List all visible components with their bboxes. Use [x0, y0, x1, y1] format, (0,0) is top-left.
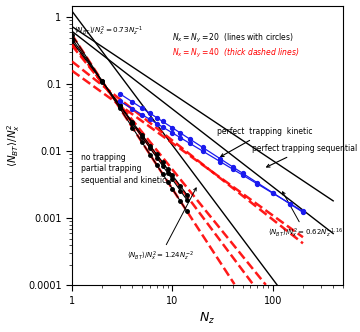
Text: $\langle N_{BT}\rangle / N_x^2 = 0.62 N_z^{-1.16}$: $\langle N_{BT}\rangle / N_x^2 = 0.62 N_… [268, 192, 343, 240]
Text: perfect  trapping  kinetic: perfect trapping kinetic [217, 127, 313, 157]
Y-axis label: $\langle N_{BT}\rangle / N_x^2$: $\langle N_{BT}\rangle / N_x^2$ [5, 124, 22, 167]
Text: $\langle N_{BT}\rangle / N_x^2 = 0.73 N_z^{-1}$: $\langle N_{BT}\rangle / N_x^2 = 0.73 N_… [74, 25, 143, 38]
Text: $N_x=N_y=20$  (lines with circles): $N_x=N_y=20$ (lines with circles) [172, 32, 294, 45]
Text: no trapping
partial trapping
sequential and kinetic: no trapping partial trapping sequential … [81, 153, 167, 185]
Text: $N_x=N_y=40$  (thick dashed lines): $N_x=N_y=40$ (thick dashed lines) [172, 47, 300, 60]
Text: perfect trapping sequential: perfect trapping sequential [252, 144, 357, 167]
X-axis label: $N_z$: $N_z$ [199, 311, 216, 326]
Text: $\langle N_{BT}\rangle / N_x^2 = 1.24 N_z^{-2}$: $\langle N_{BT}\rangle / N_x^2 = 1.24 N_… [127, 188, 196, 263]
